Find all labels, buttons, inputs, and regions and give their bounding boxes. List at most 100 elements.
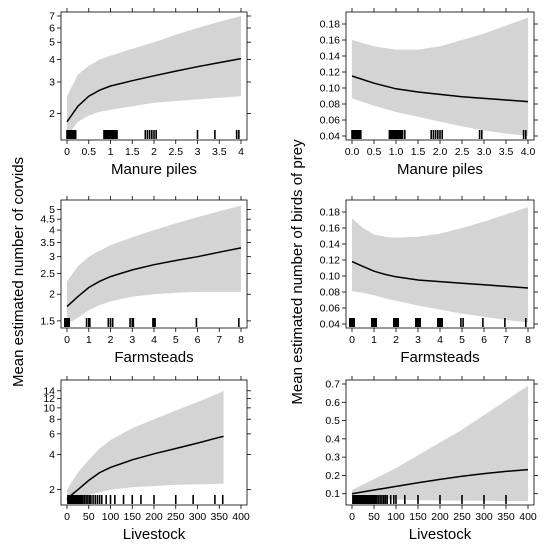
y-tick-label: 0.04	[320, 319, 341, 331]
y-tick-label: 12	[43, 393, 55, 405]
y-tick-label: 4	[49, 449, 55, 461]
fitted-line	[351, 260, 529, 289]
x-tick-label: 100	[102, 511, 120, 523]
x-tick-label: 300	[189, 511, 207, 523]
y-tick-label: 0.3	[325, 452, 340, 464]
y-tick-label: 0.12	[320, 67, 341, 79]
x-tick-label: 3	[195, 146, 201, 158]
x-tick-label: 6	[481, 334, 487, 346]
y-tick-label: 0.16	[320, 35, 341, 47]
y-tick-label: 0.16	[320, 223, 341, 235]
x-tick-label: 150	[409, 511, 427, 523]
confidence-band	[352, 207, 528, 323]
y-tick-label: 0.7	[325, 379, 340, 391]
x-tick-label: 400	[232, 511, 250, 523]
x-tick-label: 2	[151, 146, 157, 158]
y-tick-label: 0.08	[320, 99, 341, 111]
fitted-line	[351, 468, 529, 495]
left-y-axis-label: Mean estimated number of corvids	[10, 157, 27, 387]
y-tick-label: 6	[49, 23, 55, 35]
y-tick-label: 14	[43, 385, 55, 397]
y-tick-label: 10	[43, 402, 55, 414]
y-tick-label: 0.2	[325, 470, 340, 482]
y-tick-label: 2.5	[40, 268, 55, 280]
right-y-axis-label: Mean estimated number of birds of prey	[289, 139, 306, 405]
x-tick-label: 1	[108, 146, 114, 158]
y-tick-label: 0.1	[325, 488, 340, 500]
x-tick-label: 0	[64, 511, 70, 523]
x-axis-label: Livestock	[409, 526, 472, 543]
y-tick-label: 3.5	[40, 237, 55, 249]
y-tick-label: 0.14	[320, 239, 341, 251]
x-tick-label: 0.5	[367, 146, 382, 158]
x-tick-label: 1	[86, 334, 92, 346]
y-tick-label: 0.5	[325, 415, 340, 427]
x-tick-label: 350	[497, 511, 515, 523]
fitted-line	[66, 435, 224, 500]
x-axis-label: Farmsteads	[114, 349, 193, 366]
y-tick-label: 0.4	[325, 433, 340, 445]
x-tick-label: 300	[475, 511, 493, 523]
x-tick-label: 50	[368, 511, 380, 523]
x-tick-label: 250	[167, 511, 185, 523]
y-tick-label: 4	[49, 54, 55, 66]
y-tick-label: 2	[49, 289, 55, 301]
x-tick-label: 0	[64, 146, 70, 158]
x-tick-label: 4	[437, 334, 443, 346]
panel-5: 0 50 100 150 200 250 300 350 4002468101214Livest…	[43, 376, 251, 543]
x-tick-label: 50	[83, 511, 95, 523]
x-tick-label: 0.0	[345, 146, 360, 158]
x-tick-label: 350	[210, 511, 228, 523]
y-tick-label: 0.08	[320, 287, 341, 299]
x-tick-label: 7	[216, 334, 222, 346]
y-tick-label: 0.06	[320, 115, 341, 127]
x-tick-label: 4.0	[521, 146, 536, 158]
y-tick-label: 5	[49, 204, 55, 216]
fitted-line	[351, 75, 529, 103]
fitted-line	[66, 247, 242, 308]
y-tick-label: 3	[49, 251, 55, 263]
x-tick-label: 2.0	[433, 146, 448, 158]
x-axis-label: Livestock	[123, 526, 186, 543]
x-tick-label: 1.5	[125, 146, 140, 158]
fitted-line	[66, 57, 242, 123]
y-tick-label: 0.18	[320, 207, 341, 219]
y-tick-label: 0.6	[325, 397, 340, 409]
x-tick-label: 4	[238, 146, 244, 158]
x-tick-label: 3.5	[499, 146, 514, 158]
y-tick-label: 0.12	[320, 255, 341, 267]
x-tick-label: 200	[145, 511, 163, 523]
y-tick-label: 0.10	[320, 83, 341, 95]
y-tick-label: 6	[49, 428, 55, 440]
x-tick-label: 250	[453, 511, 471, 523]
y-tick-label: 0.18	[320, 19, 341, 31]
x-axis-label: Farmsteads	[400, 349, 479, 366]
y-tick-label: 2	[49, 484, 55, 496]
y-tick-label: 5	[49, 37, 55, 49]
x-tick-label: 3	[415, 334, 421, 346]
x-tick-label: 5	[459, 334, 465, 346]
panel-1: 0 0.5 1 1.5 2 2.5 3 3.5 4 2 3 4 5 67 Manure piles	[49, 8, 251, 178]
x-tick-label: 2.5	[455, 146, 470, 158]
x-tick-label: 8	[238, 334, 244, 346]
panel-6: 0 50 100 150 200 250 300 350 400 0.1 0.2 0.3 0.4 0.5 0…	[325, 376, 538, 543]
x-tick-label: 1	[371, 334, 377, 346]
confidence-band	[352, 385, 528, 501]
confidence-band	[67, 390, 224, 501]
x-tick-label: 100	[387, 511, 405, 523]
x-tick-label: 1.0	[389, 146, 404, 158]
x-tick-label: 400	[519, 511, 537, 523]
panel-2: 0.0 0.5 1.0 1.5 2.0 2.5 3.0 3.5 4.0 0.04 0.06 0.08 0…	[320, 8, 538, 178]
y-tick-label: 0.14	[320, 51, 341, 63]
y-tick-label: 0.04	[320, 131, 341, 143]
y-tick-label: 2	[49, 108, 55, 120]
y-tick-label: 3	[49, 77, 55, 89]
x-tick-label: 2	[393, 334, 399, 346]
x-tick-label: 3.0	[477, 146, 492, 158]
x-axis-label: Manure piles	[111, 161, 197, 178]
y-tick-label: 8	[49, 414, 55, 426]
x-tick-label: 4	[151, 334, 157, 346]
x-tick-label: 0	[64, 334, 70, 346]
y-tick-label: 0.10	[320, 271, 341, 283]
x-tick-label: 200	[431, 511, 449, 523]
